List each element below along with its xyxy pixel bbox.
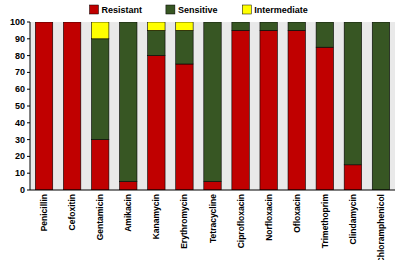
y-axis [30,22,31,190]
y-tick-label: 60 [15,84,25,94]
bar-segment [344,165,361,190]
chart: 0 10 20 30 40 50 60 70 80 90 100 Penicillin Cefoxiti… [0,0,400,260]
bar-segment [232,22,249,30]
bar-segment [176,30,193,64]
y-tick-label: 0 [20,185,25,195]
bar-segment [316,47,333,190]
x-tick-label: Ofloxacin [292,194,302,233]
bar-segment [176,64,193,190]
bar-segment [316,22,333,47]
bar-segment [288,30,305,190]
bar-segment [176,22,193,30]
y-tick-label: 100 [10,17,25,27]
x-tick-label: Chloramphenicol [376,194,386,260]
bar-segment [35,22,52,190]
bar-segment [148,30,165,55]
bar-segment [260,22,277,23]
y-tick-label: 30 [15,135,25,145]
bar-segment [35,22,52,23]
bar-segment [91,22,108,39]
bar-segment [232,30,249,190]
y-tick-label: 70 [15,67,25,77]
x-tick-label: Norfloxacin [264,194,274,241]
x-tick-label: Erythromycin [179,194,189,249]
y-tick-label: 20 [15,151,25,161]
bar-segment [372,22,389,23]
legend-label: Intermediate [254,5,308,15]
bar-segment [63,22,80,190]
legend-label: Resistant [102,5,143,15]
x-tick-label: Amikacin [123,194,133,232]
bar-segment [232,22,249,23]
legend-swatch [90,5,99,14]
y-tick-label: 10 [15,168,25,178]
y-tick-label: 90 [15,34,25,44]
x-tick-label: Tetracycline [208,194,218,243]
bar-segment [120,22,137,182]
bar-segment [148,56,165,190]
y-tick-label: 50 [15,101,25,111]
x-tick-label: Clindamycin [348,194,358,245]
legend-swatch [166,5,175,14]
bar-segment [63,22,80,23]
bar-segment [63,22,80,23]
x-tick-label: Trimethoprim [320,194,330,249]
y-tick-label: 80 [15,51,25,61]
bar-segment [120,182,137,190]
y-tick-label: 40 [15,118,25,128]
x-tick-label: Cefoxitin [67,194,77,230]
x-tick-label: Ciprofloxacin [236,194,246,248]
bar-segment [204,182,221,190]
x-axis [30,190,395,191]
bar-segment [260,30,277,190]
x-tick-label: Gentamicin [95,194,105,240]
bar-segment [260,22,277,30]
bar-segment [316,22,333,23]
legend: Resistant Sensitive Intermediate [90,5,308,15]
x-tick-label: Kanamycin [151,194,161,239]
x-tick-label: Penicillin [39,194,49,231]
legend-label: Sensitive [178,5,218,15]
bar-segment [288,22,305,23]
bar-segment [91,140,108,190]
bar-segment [288,22,305,30]
bar-segment [204,22,221,182]
bar-segment [204,22,221,23]
bar-segment [148,22,165,30]
bar-segment [344,22,361,23]
bars [35,22,389,190]
bar-segment [372,22,389,190]
legend-swatch [242,5,251,14]
bar-segment [344,22,361,165]
bar-segment [35,22,52,23]
plot-background [30,22,395,190]
bar-segment [120,22,137,23]
bar-segment [91,39,108,140]
